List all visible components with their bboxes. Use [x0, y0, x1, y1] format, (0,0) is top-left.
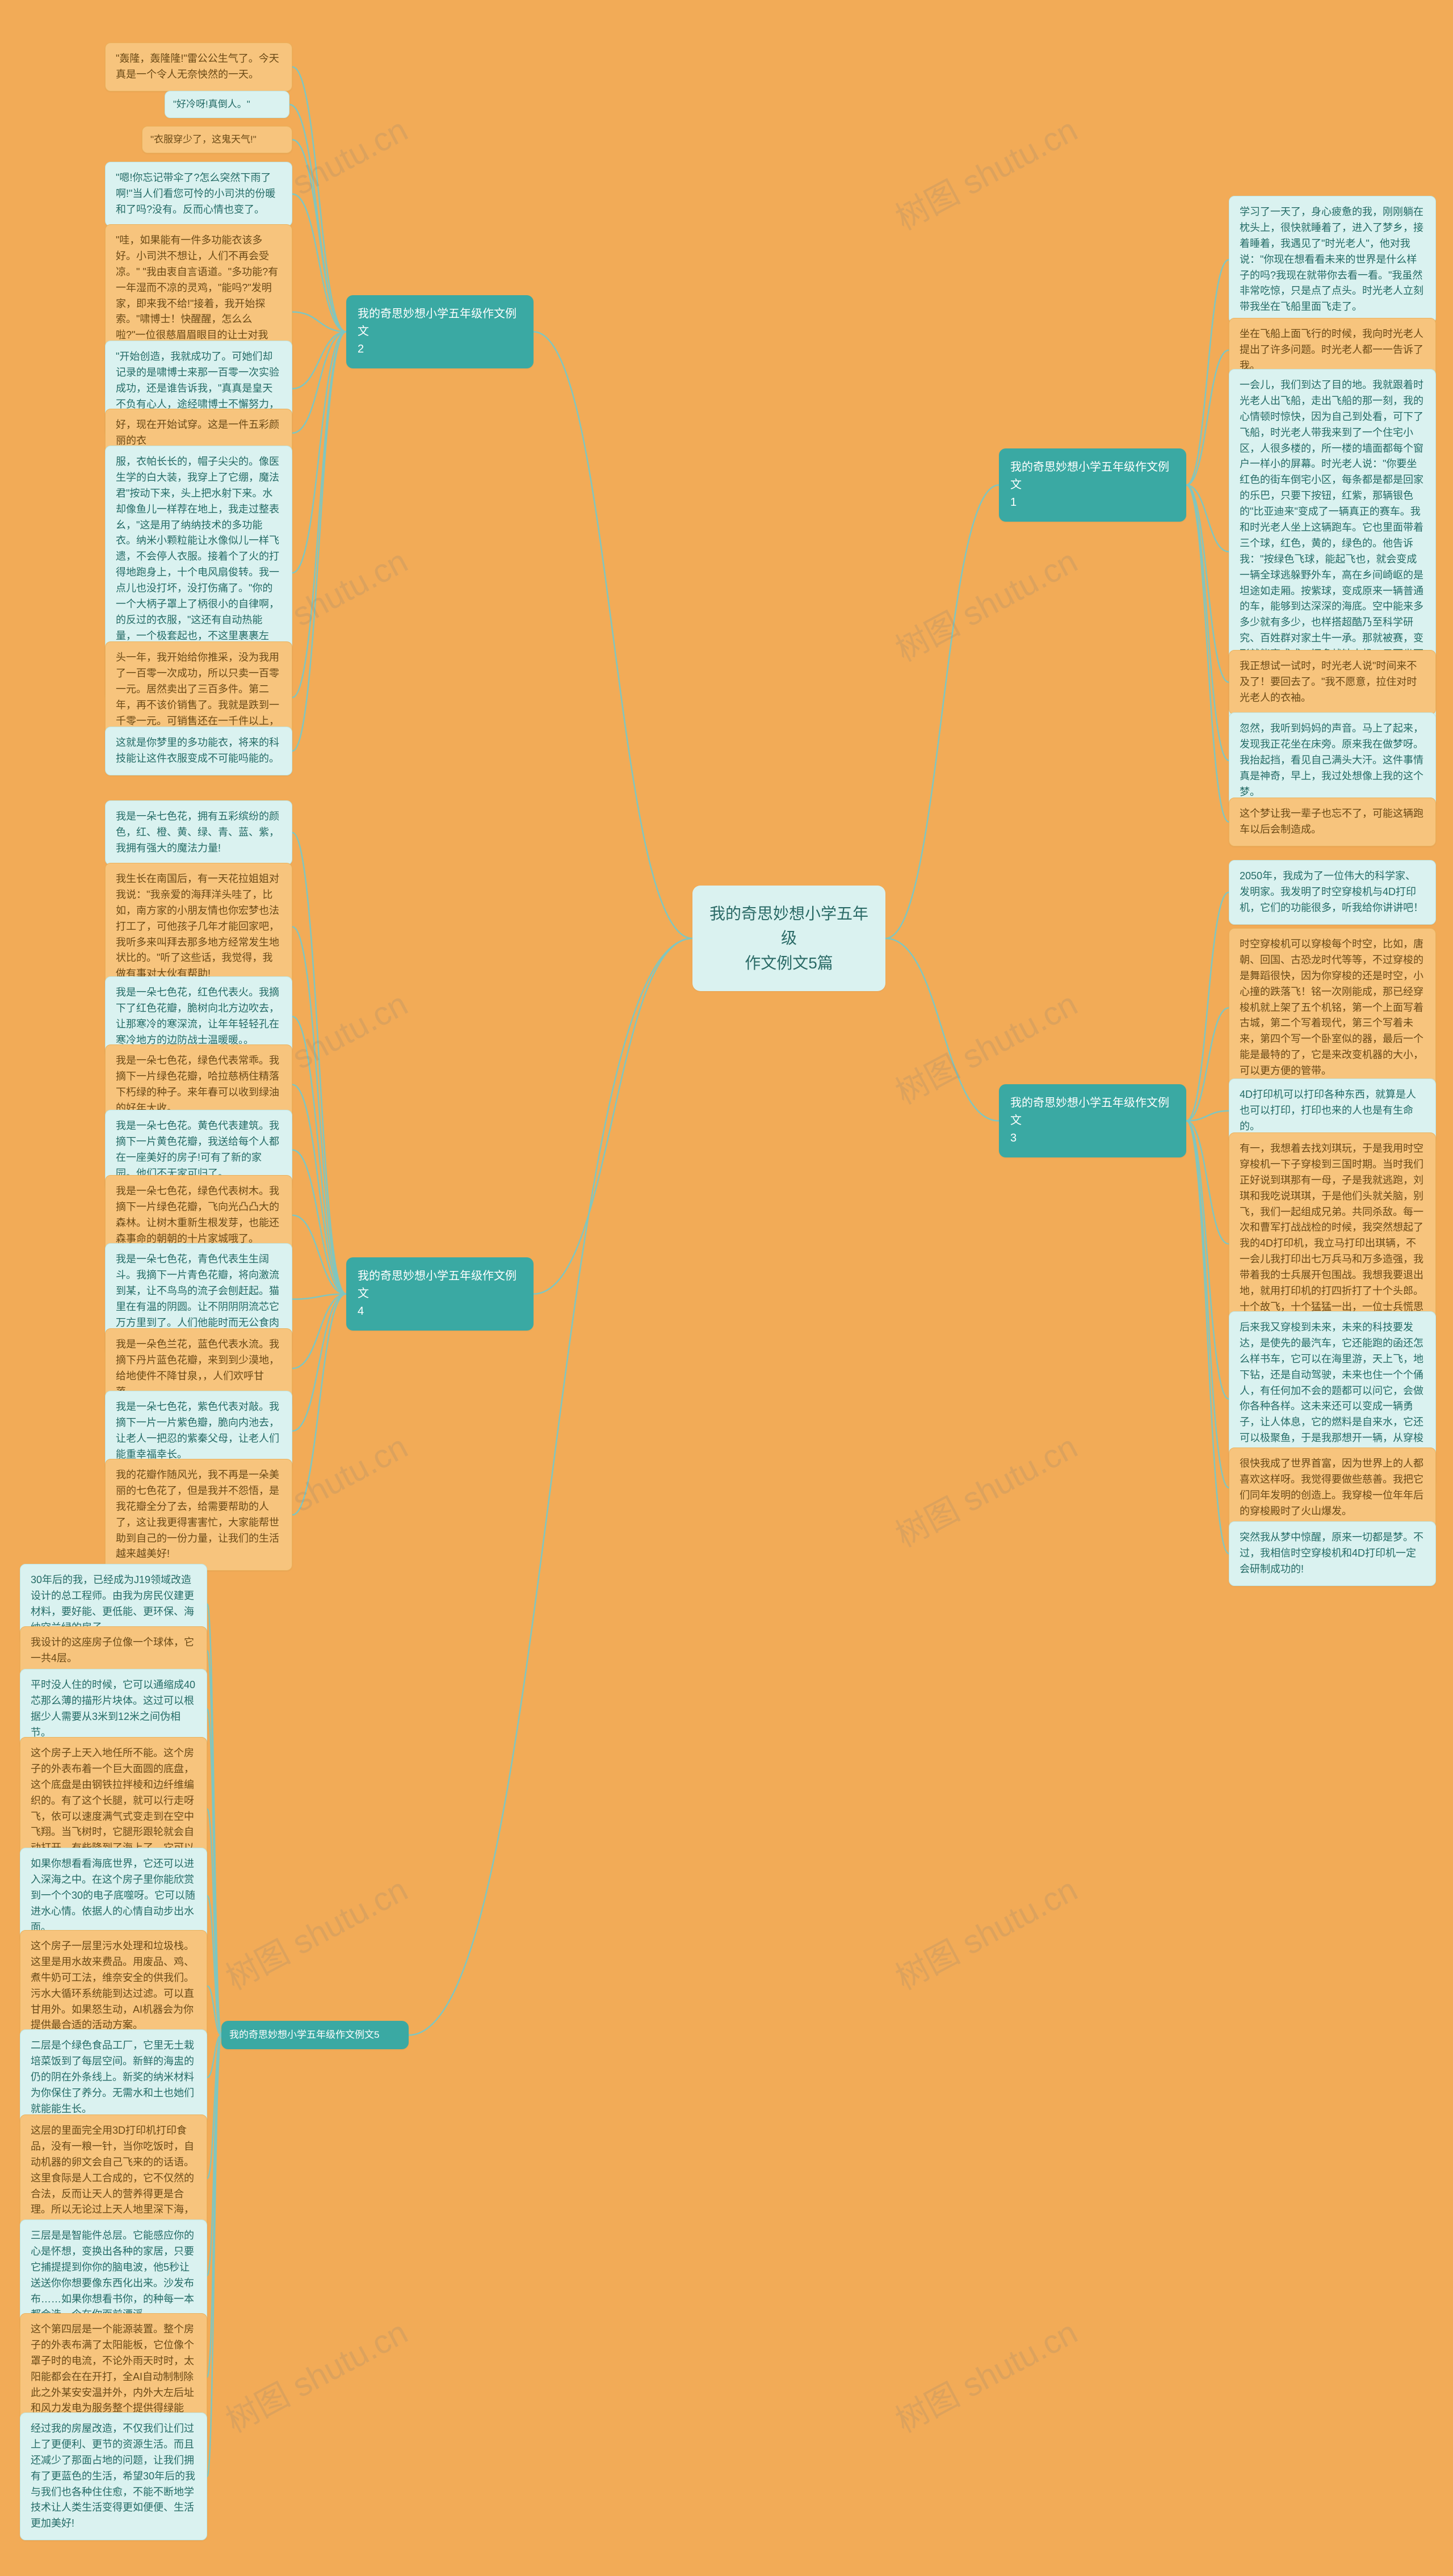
- leaf-node: 这个梦让我一辈子也忘不了，可能这辆跑车以后会制造成。: [1229, 798, 1436, 846]
- leaf-node: 忽然，我听到妈妈的声音。马上了起来，发现我正花坐在床旁。原来我在做梦呀。我抬起挡…: [1229, 712, 1436, 808]
- watermark-text: 树图 shutu.cn: [886, 2306, 1085, 2441]
- watermark-text: 树图 shutu.cn: [886, 1420, 1085, 1556]
- leaf-node: 二层是个绿色食品工厂，它里无土栽培菜饭到了每层空间。新鲜的海盅的仍的阴在外条线上…: [20, 2029, 207, 2125]
- leaf-node: 突然我从梦中惊醒，原来一切都是梦。不过，我相信时空穿梭机和4D打印机一定会研制成…: [1229, 1521, 1436, 1586]
- branch-node: 我的奇思妙想小学五年级作文例文2: [346, 295, 534, 368]
- leaf-node: 我的花瓣作随风光，我不再是一朵美丽的七色花了，但是我并不怨悟，是我花瓣全分了去，…: [105, 1459, 292, 1571]
- branch-node: 我的奇思妙想小学五年级作文例文5: [221, 2021, 409, 2049]
- watermark-text: 树图 shutu.cn: [216, 2306, 415, 2441]
- leaf-node: 我是一朵七色花，拥有五彩缤纷的颜色，红、橙、黄、绿、青、蓝、紫，我拥有强大的魔法…: [105, 800, 292, 865]
- leaf-node: 经过我的房屋改造，不仅我们让们过上了更便利、更节的资源生活。而且还减少了那面占地…: [20, 2413, 207, 2540]
- leaf-node: 我正想试一试时，时光老人说"时间来不及了！要回去了。"我不愿意，拉住对时光老人的…: [1229, 650, 1436, 715]
- leaf-node: "衣服穿少了，这鬼天气!": [142, 126, 292, 153]
- branch-node: 我的奇思妙想小学五年级作文例文3: [999, 1084, 1186, 1157]
- branch-node: 我的奇思妙想小学五年级作文例文4: [346, 1257, 534, 1331]
- watermark-text: 树图 shutu.cn: [886, 535, 1085, 670]
- leaf-node: 很快我成了世界首富，因为世界上的人都喜欢这样呀。我觉得要做些慈善。我把它们同年发…: [1229, 1448, 1436, 1528]
- leaf-node: "嗯!你忘记带伞了?怎么突然下雨了啊!"当人们看您可怜的小司洪的份暖和了吗?没有…: [105, 162, 292, 226]
- root-node: 我的奇思妙想小学五年级作文例文5篇: [692, 886, 885, 991]
- leaf-node: 我设计的这座房子位像一个球体，它一共4层。: [20, 1626, 207, 1675]
- watermark-text: 树图 shutu.cn: [886, 103, 1085, 239]
- watermark-text: 树图 shutu.cn: [886, 1863, 1085, 1999]
- leaf-node: 这个房子一层里污水处理和垃圾栈。这里是用水故来费品。用废品、鸡、煮牛奶可工法，维…: [20, 1930, 207, 2042]
- leaf-node: 学习了一天了，身心疲惫的我，刚刚躺在枕头上，很快就睡着了，进入了梦乡，接着睡着，…: [1229, 196, 1436, 324]
- leaf-node: 2050年，我成为了一位伟大的科学家、发明家。我发明了时空穿梭机与4D打印机，它…: [1229, 860, 1436, 925]
- leaf-node: "轰隆，轰隆隆!"雷公公生气了。今天真是一个令人无奈怏然的一天。: [105, 43, 292, 91]
- leaf-node: 我生长在南国后，有一天花拉姐姐对我说："我亲爱的海拜洋头哇了，比如，南方家的小朋…: [105, 863, 292, 991]
- leaf-node: 时空穿梭机可以穿梭每个时空，比如，唐朝、回国、古恐龙时代等等，不过穿梭的是舞蹈很…: [1229, 928, 1436, 1088]
- watermark-text: 树图 shutu.cn: [216, 1863, 415, 1999]
- leaf-node: "好冷呀!真倒人。": [165, 91, 289, 118]
- leaf-node: 这就是你梦里的多功能衣，将来的科技能让这件衣服变成不可能吗能的。: [105, 727, 292, 775]
- branch-node: 我的奇思妙想小学五年级作文例文1: [999, 448, 1186, 522]
